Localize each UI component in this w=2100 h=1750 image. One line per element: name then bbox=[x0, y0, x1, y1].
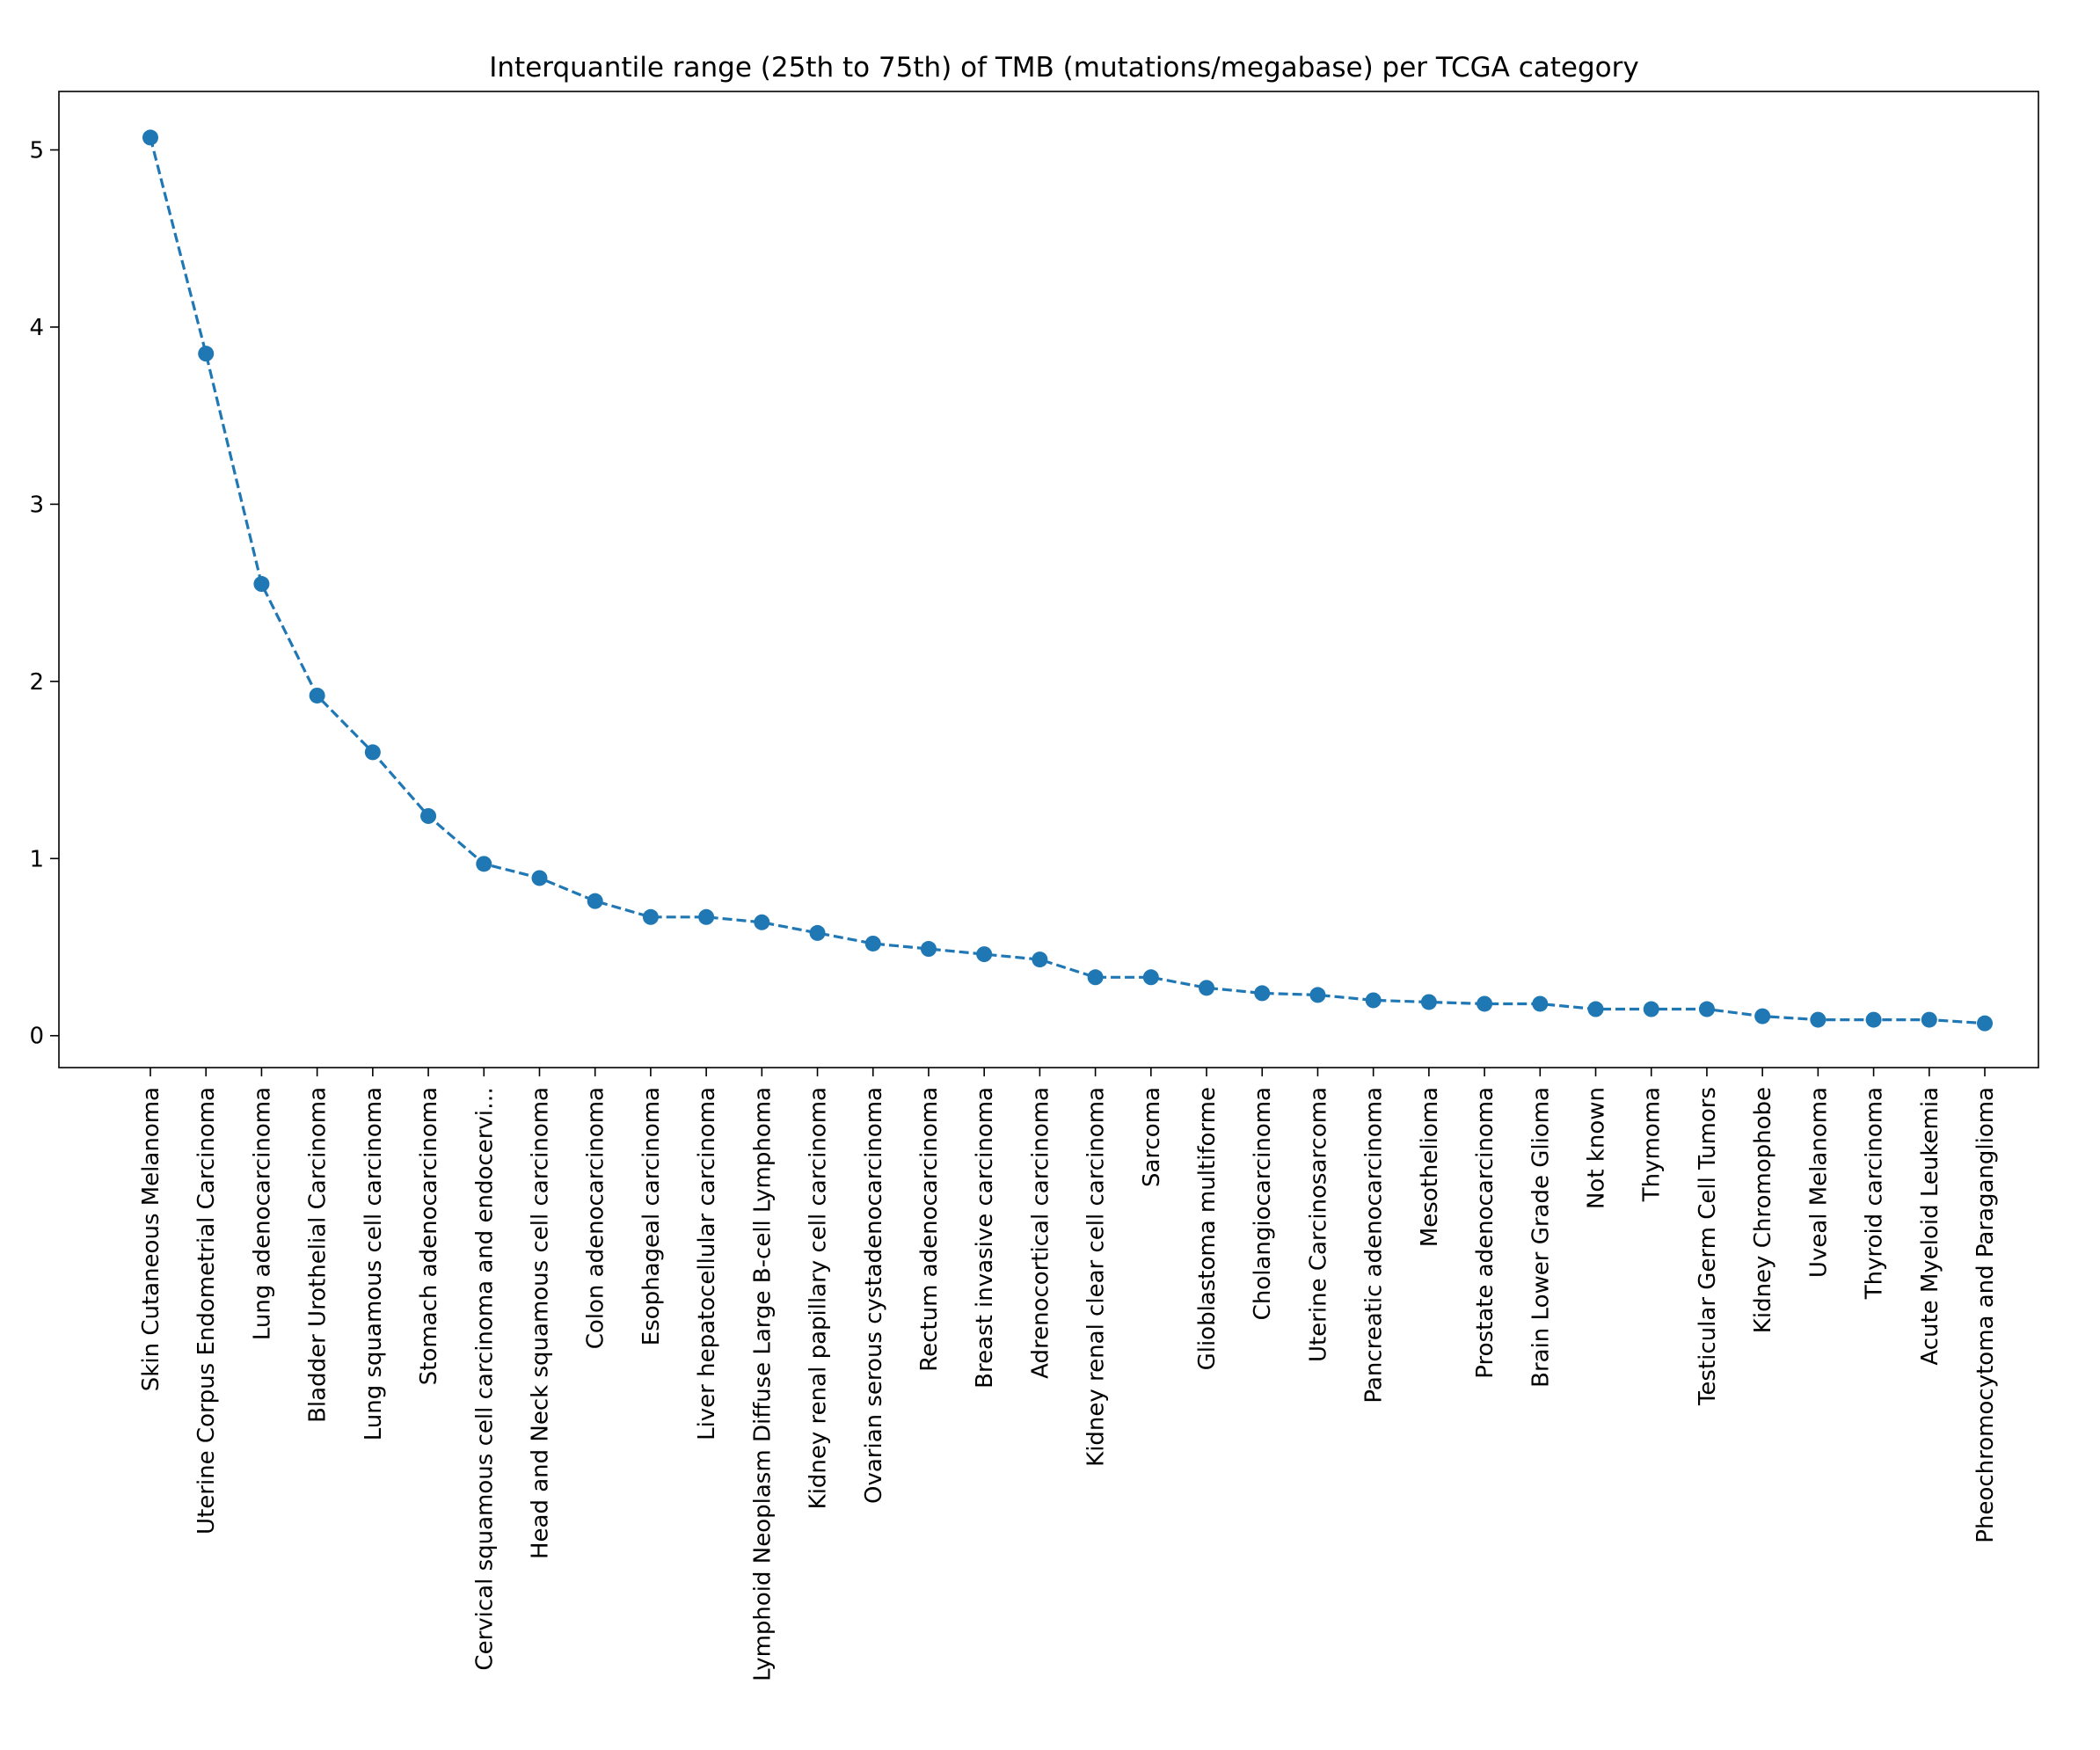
data-point bbox=[1754, 1008, 1771, 1024]
x-tick-label: Colon adenocarcinoma bbox=[583, 1087, 609, 1349]
data-point bbox=[1254, 985, 1271, 1002]
x-tick-label: Liver hepatocellular carcinoma bbox=[694, 1087, 720, 1440]
data-point bbox=[1477, 995, 1493, 1012]
data-point bbox=[754, 914, 770, 930]
y-tick-label: 4 bbox=[29, 315, 44, 341]
x-tick-label: Stomach adenocarcinoma bbox=[416, 1087, 442, 1385]
x-tick-label: Cholangiocarcinoma bbox=[1250, 1087, 1276, 1320]
x-tick-label: Pancreatic adenocarcinoma bbox=[1361, 1087, 1388, 1404]
data-point bbox=[1420, 994, 1437, 1010]
x-tick-label: Kidney Chromophobe bbox=[1750, 1087, 1776, 1333]
data-point bbox=[309, 687, 325, 704]
x-tick-label: Lymphoid Neoplasm Diffuse Large B-cell L… bbox=[749, 1087, 776, 1681]
axes-frame bbox=[58, 91, 2039, 1068]
x-tick-label: Head and Neck squamous cell carcinoma bbox=[527, 1087, 553, 1559]
x-tick-label: Mesothelioma bbox=[1417, 1087, 1443, 1247]
data-point bbox=[1643, 1001, 1659, 1017]
data-point bbox=[1199, 980, 1215, 996]
x-tick-label: Sarcoma bbox=[1139, 1087, 1165, 1187]
x-tick-label: Thyroid carcinoma bbox=[1862, 1087, 1888, 1300]
x-tick-label: Not known bbox=[1584, 1087, 1610, 1209]
data-point bbox=[642, 908, 659, 925]
x-tick-label: Cervical squamous cell carcinoma and end… bbox=[471, 1087, 498, 1671]
x-tick-label: Skin Cutaneous Melanoma bbox=[138, 1087, 164, 1391]
data-point bbox=[864, 935, 881, 952]
x-tick-label: Pheochromocytoma and Paraganglioma bbox=[1972, 1087, 1999, 1543]
data-point bbox=[920, 941, 937, 958]
x-tick-label: Kidney renal papillary cell carcinoma bbox=[806, 1087, 832, 1509]
x-tick-label: Bladder Urothelial Carcinoma bbox=[305, 1087, 332, 1423]
y-tick-label: 5 bbox=[29, 137, 44, 164]
x-tick-label: Testicular Germ Cell Tumors bbox=[1695, 1087, 1721, 1406]
data-point bbox=[1921, 1011, 1937, 1028]
data-point bbox=[1032, 952, 1048, 968]
x-tick-label: Prostate adenocarcinoma bbox=[1472, 1087, 1498, 1379]
data-point bbox=[198, 346, 215, 362]
x-tick-label: Uterine Corpus Endometrial Carcinoma bbox=[193, 1087, 220, 1535]
data-point bbox=[1587, 1001, 1604, 1017]
x-tick-label: Breast invasive carcinoma bbox=[972, 1087, 998, 1389]
data-point bbox=[1810, 1011, 1827, 1028]
x-tick-label: Brain Lower Grade Glioma bbox=[1528, 1087, 1554, 1388]
y-tick-label: 1 bbox=[29, 846, 44, 872]
data-point bbox=[364, 744, 381, 761]
data-point bbox=[1309, 987, 1326, 1003]
data-point bbox=[809, 924, 826, 941]
x-tick-label: Ovarian serous cystadenocarcinoma bbox=[861, 1087, 887, 1504]
x-tick-label: Kidney renal clear cell carcinoma bbox=[1083, 1087, 1110, 1467]
data-point bbox=[476, 856, 492, 872]
data-point bbox=[1142, 969, 1159, 986]
data-point bbox=[1977, 1015, 1993, 1032]
chart-title: Interquantile range (25th to 75th) of TM… bbox=[489, 52, 1638, 84]
data-point bbox=[420, 807, 437, 824]
x-tick-label: Glioblastoma multiforme bbox=[1194, 1087, 1221, 1370]
y-tick-label: 0 bbox=[29, 1024, 44, 1050]
x-tick-label: Thymoma bbox=[1639, 1087, 1666, 1202]
data-point bbox=[142, 129, 158, 146]
data-point bbox=[587, 893, 603, 909]
x-tick-label: Lung squamous cell carcinoma bbox=[361, 1087, 387, 1440]
data-point bbox=[698, 908, 715, 925]
data-point bbox=[253, 576, 270, 593]
x-tick-label: Lung adenocarcinoma bbox=[249, 1087, 275, 1340]
plot-area: 0 1 2 3 4 5 Skin Cutaneous Melanoma Uterine Cor… bbox=[29, 129, 1999, 1681]
x-tick-label: Uterine Carcinosarcoma bbox=[1305, 1087, 1331, 1362]
data-point bbox=[531, 870, 548, 886]
series-line bbox=[149, 137, 1986, 1025]
x-tick-label: Adrenocortical carcinoma bbox=[1027, 1087, 1054, 1379]
x-tick-label: Rectum adenocarcinoma bbox=[916, 1087, 943, 1372]
x-tick-label: Esophageal carcinoma bbox=[638, 1087, 665, 1345]
data-point bbox=[976, 946, 993, 963]
data-point bbox=[1365, 992, 1382, 1009]
data-point bbox=[1698, 1001, 1715, 1017]
x-tick-label: Acute Myeloid Leukemia bbox=[1917, 1087, 1943, 1366]
y-tick-label: 2 bbox=[29, 669, 44, 696]
data-point bbox=[1087, 969, 1104, 986]
y-tick-label: 3 bbox=[29, 492, 44, 518]
x-tick-label: Uveal Melanoma bbox=[1805, 1087, 1832, 1278]
data-point bbox=[1865, 1011, 1882, 1028]
data-point bbox=[1532, 995, 1549, 1012]
